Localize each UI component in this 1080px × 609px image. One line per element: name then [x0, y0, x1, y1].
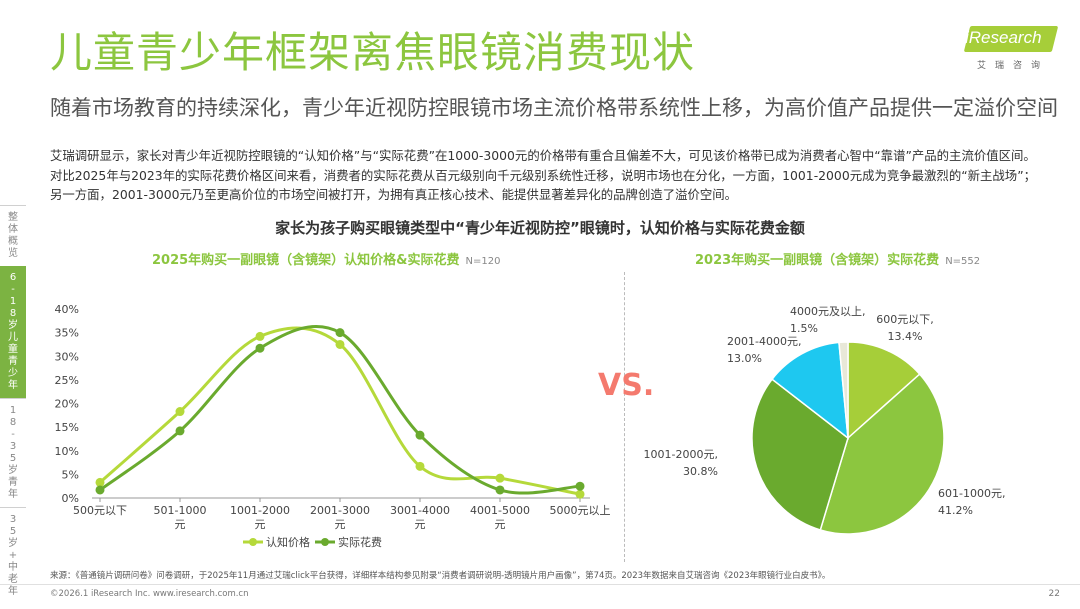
y-tick-label: 40%	[55, 303, 79, 316]
data-point-perceived	[575, 489, 585, 499]
pie-slice	[751, 378, 849, 531]
page-number: 22	[1048, 589, 1060, 599]
x-tick-label-unit: 元	[415, 518, 426, 531]
pie-label: 601-1000元,	[938, 487, 1005, 500]
x-tick-label: 501-1000	[154, 504, 207, 517]
pie-label-value: 13.0%	[727, 352, 762, 365]
pie-slice	[847, 341, 921, 440]
page-title: 儿童青少年框架离焦眼镜消费现状	[50, 28, 696, 77]
data-point-actual	[415, 430, 425, 440]
pie-label: 2001-4000元,	[727, 335, 801, 348]
x-tick-label: 500元以下	[73, 504, 127, 517]
pie-label: 4000元及以上,	[790, 305, 866, 318]
x-tick-label-unit: 元	[495, 518, 506, 531]
x-tick-label: 3001-4000	[390, 504, 450, 517]
legend-label: 实际花费	[338, 535, 382, 549]
data-point-perceived	[415, 461, 425, 471]
pie-label: 600元以下,	[876, 313, 934, 326]
series-line-actual	[99, 325, 581, 495]
data-point-actual	[335, 328, 345, 338]
x-tick-label: 5000元以上	[550, 504, 611, 517]
chart-divider	[624, 272, 625, 562]
pie-label-value: 1.5%	[790, 322, 818, 335]
y-tick-label: 25%	[55, 374, 79, 387]
x-tick-label: 4001-5000	[470, 504, 530, 517]
pie-slice	[838, 341, 849, 439]
vs-label: VS.	[598, 368, 655, 403]
copyright: ©2026.1 iResearch Inc. www.iresearch.com…	[50, 589, 249, 599]
logo-subtext: 艾瑞咨询	[977, 61, 1050, 71]
pie-label-value: 30.8%	[683, 465, 718, 478]
footer: ©2026.1 iResearch Inc. www.iresearch.com…	[0, 584, 1080, 609]
legend-marker	[249, 538, 257, 546]
data-point-actual	[95, 485, 105, 495]
x-tick-label-unit: 元	[255, 518, 266, 531]
pie-label-value: 13.4%	[888, 330, 923, 343]
x-tick-label: 2001-3000	[310, 504, 370, 517]
pie-chart-title: 2023年购买一副眼镜（含镜架）实际花费 N=552	[695, 253, 981, 268]
data-point-perceived	[335, 339, 345, 349]
series-line-perceived	[99, 326, 581, 496]
y-tick-label: 0%	[62, 492, 79, 505]
sidebar-item-overview[interactable]: 整体概览	[0, 205, 26, 266]
pie-label: 1001-2000元,	[644, 448, 718, 461]
y-tick-label: 30%	[55, 350, 79, 363]
data-point-actual	[175, 426, 185, 436]
legend-label: 认知价格	[266, 535, 310, 549]
data-point-perceived	[495, 473, 505, 483]
y-tick-label: 10%	[55, 445, 79, 458]
pie-slice	[819, 373, 945, 535]
chart-title: 家长为孩子购买眼镜类型中“青少年近视防控”眼镜时，认知价格与实际花费金额	[275, 219, 805, 237]
logo-text: iResearch	[965, 28, 1042, 47]
y-tick-label: 5%	[62, 468, 79, 481]
data-point-actual	[255, 343, 265, 353]
description-paragraph: 艾瑞调研显示，家长对青少年近视防控眼镜的“认知价格”与“实际花费”在1000-3…	[50, 148, 1037, 202]
data-point-actual	[575, 481, 585, 491]
pie-label-value: 41.2%	[938, 504, 973, 517]
data-point-perceived	[95, 477, 105, 487]
x-tick-label: 1001-2000	[230, 504, 290, 517]
line-chart-sample: N=120	[465, 256, 501, 267]
source-note: 来源：《普通镜片调研问卷》问卷调研，于2025年11月通过艾瑞click平台获得…	[50, 571, 831, 581]
pie-slice	[771, 341, 849, 440]
legend-marker	[321, 538, 329, 546]
data-point-perceived	[255, 331, 265, 341]
y-tick-label: 35%	[55, 327, 79, 340]
page-subtitle: 随着市场教育的持续深化，青少年近视防控眼镜市场主流价格带系统性上移，为高价值产品…	[50, 96, 1058, 120]
line-chart-title: 2025年购买一副眼镜（含镜架）认知价格&实际花费 N=120	[152, 253, 501, 268]
pie-chart-sample: N=552	[945, 256, 981, 267]
data-point-actual	[495, 485, 505, 495]
data-point-perceived	[175, 407, 185, 417]
iresearch-logo: iResearch 艾瑞咨询	[955, 20, 1059, 71]
y-tick-label: 20%	[55, 398, 79, 411]
sidebar-item-elderly[interactable]: 3 5 岁 + 中老年	[0, 507, 26, 604]
y-tick-label: 15%	[55, 421, 79, 434]
x-tick-label-unit: 元	[335, 518, 346, 531]
x-tick-label-unit: 元	[175, 518, 186, 531]
